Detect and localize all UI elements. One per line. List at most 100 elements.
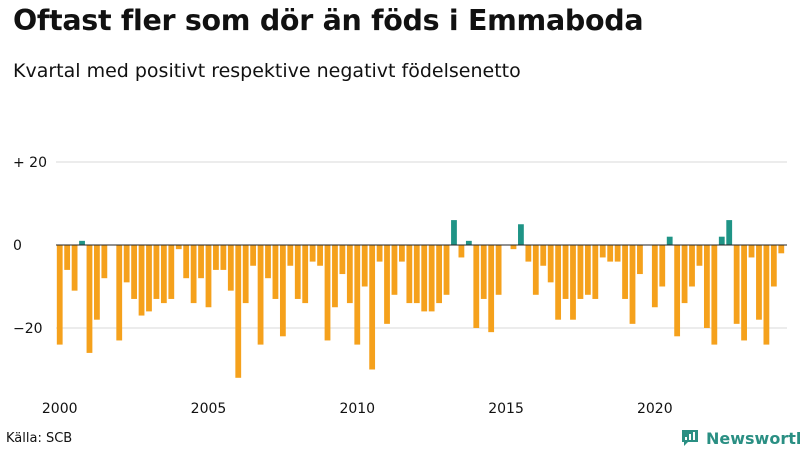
newsworthy-logo-icon: [682, 430, 698, 446]
bar-76: [622, 245, 628, 299]
bar-81: [659, 245, 666, 287]
bar-38: [339, 245, 346, 275]
bar-0: [56, 245, 63, 345]
bar-55: [465, 240, 472, 245]
bar-77: [629, 245, 636, 324]
bar-53: [451, 220, 457, 245]
bar-49: [421, 245, 428, 312]
bar-36: [324, 245, 331, 341]
bar-92: [741, 245, 747, 341]
bar-67: [555, 245, 562, 320]
bar-32: [294, 245, 301, 299]
chart-title: Oftast fler som dör än föds i Emmaboda: [13, 4, 644, 37]
bar-12: [146, 245, 152, 312]
x-tick-label: 2020: [637, 401, 673, 417]
bar-21: [213, 245, 219, 270]
bar-91: [733, 245, 740, 324]
brand-logo: Newsworthy: [680, 426, 800, 450]
bar-66: [547, 245, 554, 283]
bar-83: [674, 245, 681, 337]
bar-24: [235, 245, 242, 378]
bar-59: [495, 245, 502, 295]
bar-9: [123, 245, 130, 283]
bar-93: [748, 245, 755, 258]
bar-10: [131, 245, 138, 299]
bar-89: [718, 236, 725, 245]
bar-28: [265, 245, 271, 279]
chart-subtitle: Kvartal med positivt respektive negativt…: [13, 60, 521, 82]
bar-27: [257, 245, 264, 345]
bar-29: [272, 245, 279, 299]
bar-51: [436, 245, 442, 304]
bar-71: [584, 245, 591, 295]
bar-34: [309, 245, 316, 262]
bar-95: [763, 245, 770, 345]
bar-44: [384, 245, 390, 324]
bar-75: [614, 245, 621, 262]
bars-layer: [56, 220, 785, 378]
bar-96: [770, 245, 777, 287]
bar-25: [242, 245, 249, 304]
bar-22: [220, 245, 227, 270]
bar-85: [689, 245, 695, 287]
bar-42: [369, 245, 376, 370]
bar-54: [458, 245, 465, 258]
bar-4: [86, 245, 93, 353]
bar-16: [175, 245, 182, 250]
x-tick-label: 2005: [191, 401, 227, 417]
bar-56: [473, 245, 480, 328]
bar-15: [168, 245, 175, 299]
bar-19: [198, 245, 204, 279]
bar-61: [510, 245, 517, 250]
bar-90: [726, 220, 733, 245]
bar-97: [778, 245, 785, 254]
bar-65: [540, 245, 547, 266]
bar-52: [443, 245, 450, 295]
bar-41: [361, 245, 368, 287]
bar-57: [480, 245, 487, 299]
x-tick-label: 2010: [339, 401, 375, 417]
bar-46: [399, 245, 405, 262]
bar-14: [160, 245, 167, 304]
x-tick-label: 2015: [488, 401, 524, 417]
bar-86: [696, 245, 703, 266]
grid-layer: [56, 161, 787, 329]
bar-31: [287, 245, 294, 266]
bar-17: [183, 245, 190, 279]
brand-name: Newsworthy: [706, 428, 800, 448]
bar-69: [570, 245, 576, 320]
bar-11: [138, 245, 145, 316]
bar-3: [79, 240, 85, 245]
bar-2: [71, 245, 78, 291]
bar-94: [756, 245, 762, 320]
bar-87: [703, 245, 710, 328]
bar-48: [413, 245, 420, 304]
bar-1: [64, 245, 71, 270]
bar-20: [205, 245, 212, 308]
bar-13: [153, 245, 160, 299]
bar-40: [354, 245, 361, 345]
bar-43: [376, 245, 383, 262]
bar-78: [637, 245, 643, 275]
bar-47: [406, 245, 413, 304]
bar-73: [599, 245, 606, 258]
bar-18: [190, 245, 197, 304]
bar-5: [94, 245, 100, 320]
bar-64: [532, 245, 539, 295]
bar-45: [391, 245, 398, 295]
bar-80: [651, 245, 658, 308]
bar-33: [302, 245, 309, 304]
bar-26: [250, 245, 257, 266]
bar-62: [518, 224, 524, 245]
bar-30: [279, 245, 286, 337]
source-note: Källa: SCB: [6, 431, 73, 446]
bar-23: [227, 245, 234, 291]
bar-82: [666, 236, 673, 245]
y-tick-label: + 20: [13, 155, 47, 171]
bar-39: [346, 245, 353, 304]
bar-84: [681, 245, 688, 304]
bar-74: [607, 245, 614, 262]
y-tick-label: 0: [13, 238, 22, 254]
bar-68: [562, 245, 569, 299]
